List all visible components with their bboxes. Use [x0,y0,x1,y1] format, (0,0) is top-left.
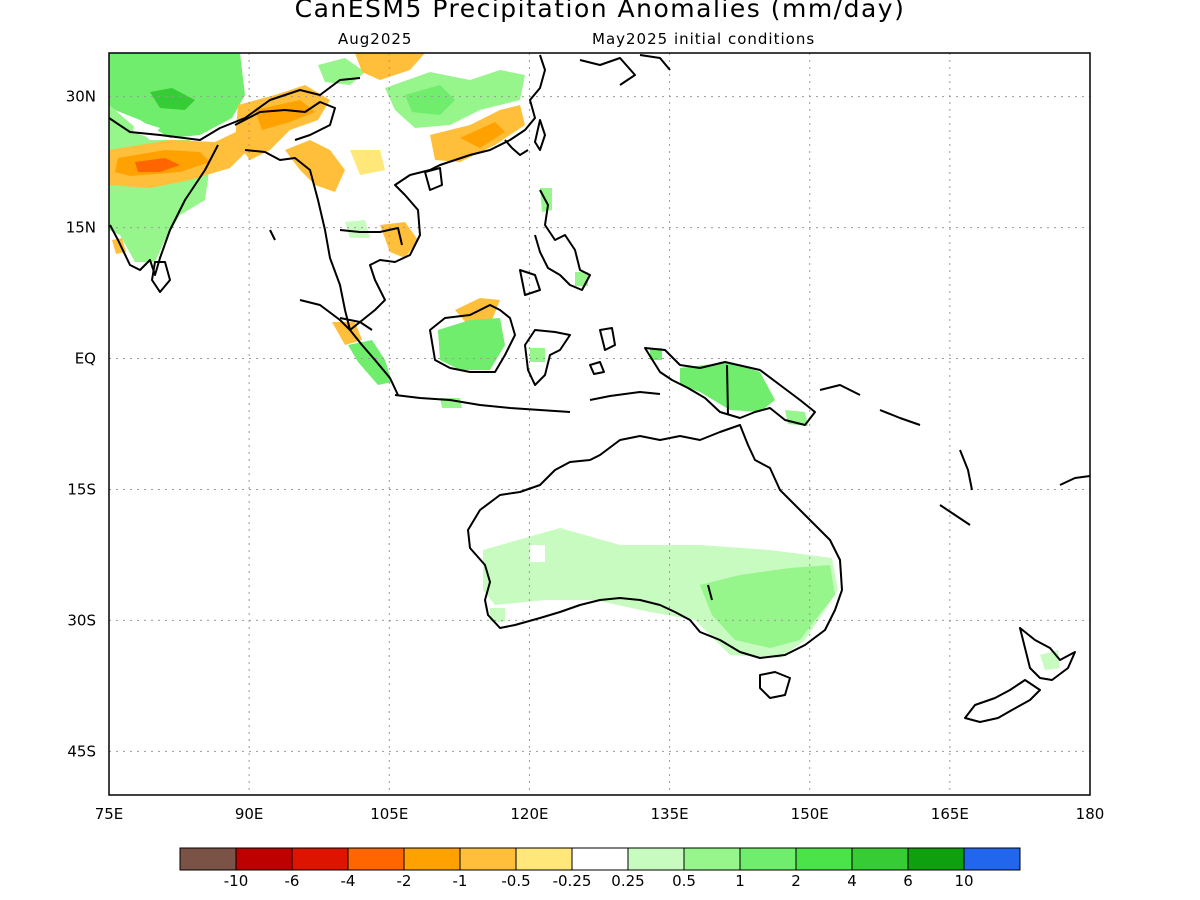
anomaly-area [530,348,545,362]
colorbar-swatch [683,847,741,871]
x-tick-label: 135E [651,805,689,823]
colorbar-swatch [795,847,853,871]
anomaly-area [150,88,195,110]
map-gridlines [109,53,1090,795]
anomaly-area [350,150,385,175]
anomaly-area [255,100,315,130]
x-tick-label: 180 [1076,805,1105,823]
x-axis-labels: 75E 90E 105E 120E 135E 150E 165E 180 [95,805,1105,823]
colorbar-swatch [627,847,685,871]
colorbar-swatch [907,847,965,871]
x-tick-label: 120E [510,805,548,823]
anomaly-area [490,608,505,622]
anomaly-area [460,122,505,148]
map-title: CanESM5 Precipitation Anomalies (mm/day) [294,0,906,23]
colorbar-swatch [739,847,797,871]
colorbar-label: -4 [340,872,356,890]
anomaly-area [285,140,345,192]
colorbar-label: 6 [903,872,913,890]
anomaly-area [438,318,505,370]
anomaly-area [385,70,525,128]
anomaly-area [1040,650,1060,670]
y-axis-labels: 30N 15N EQ 15S 30S 45S [66,88,96,761]
anomaly-area [650,348,662,360]
colorbar-label: -2 [396,872,412,890]
anomaly-area [318,58,365,85]
anomaly-area [135,158,180,172]
plot-frame [108,52,1091,796]
anomaly-area [530,545,545,562]
y-tick-label: 15S [67,480,96,498]
colorbar [179,847,1021,871]
colorbar-swatch [571,847,629,871]
colorbar-label: 4 [847,872,857,890]
y-tick-label: 15N [66,219,96,237]
colorbar-label: 0.25 [611,872,645,890]
x-tick-label: 105E [370,805,408,823]
colorbar-swatch [403,847,461,871]
colorbar-swatch [235,847,293,871]
x-tick-label: 165E [931,805,969,823]
colorbar-label: -0.5 [501,872,531,890]
colorbar-label: -6 [284,872,300,890]
anomaly-area [348,340,392,385]
colorbar-label: 1 [735,872,745,890]
anomaly-area [332,322,362,345]
colorbar-swatch [851,847,909,871]
colorbar-swatch [963,847,1021,871]
colorbar-label: 2 [791,872,801,890]
anomaly-area [355,53,425,80]
colorbar-label: 0.5 [672,872,696,890]
anomaly-area [345,220,370,238]
coastlines [109,54,1090,723]
initial-conditions: May2025 initial conditions [592,30,816,48]
colorbar-swatch [459,847,517,871]
y-tick-label: EQ [75,350,96,368]
x-tick-label: 90E [235,805,264,823]
x-tick-label: 75E [95,805,124,823]
colorbar-swatch [515,847,573,871]
anomaly-shading [109,53,1060,670]
anomaly-area [700,565,835,648]
colorbar-label: -10 [223,872,249,890]
anomaly-area [405,85,455,115]
y-tick-label: 30S [67,611,96,629]
colorbar-swatch [347,847,405,871]
colorbar-label: -1 [452,872,468,890]
anomaly-area [575,272,588,286]
y-tick-label: 30N [66,88,96,106]
y-tick-label: 45S [67,742,96,760]
x-tick-label: 150E [791,805,829,823]
colorbar-label: 10 [954,872,974,890]
colorbar-label: -0.25 [552,872,592,890]
colorbar-swatch [291,847,349,871]
colorbar-swatch [179,847,237,871]
target-month: Aug2025 [338,30,413,48]
